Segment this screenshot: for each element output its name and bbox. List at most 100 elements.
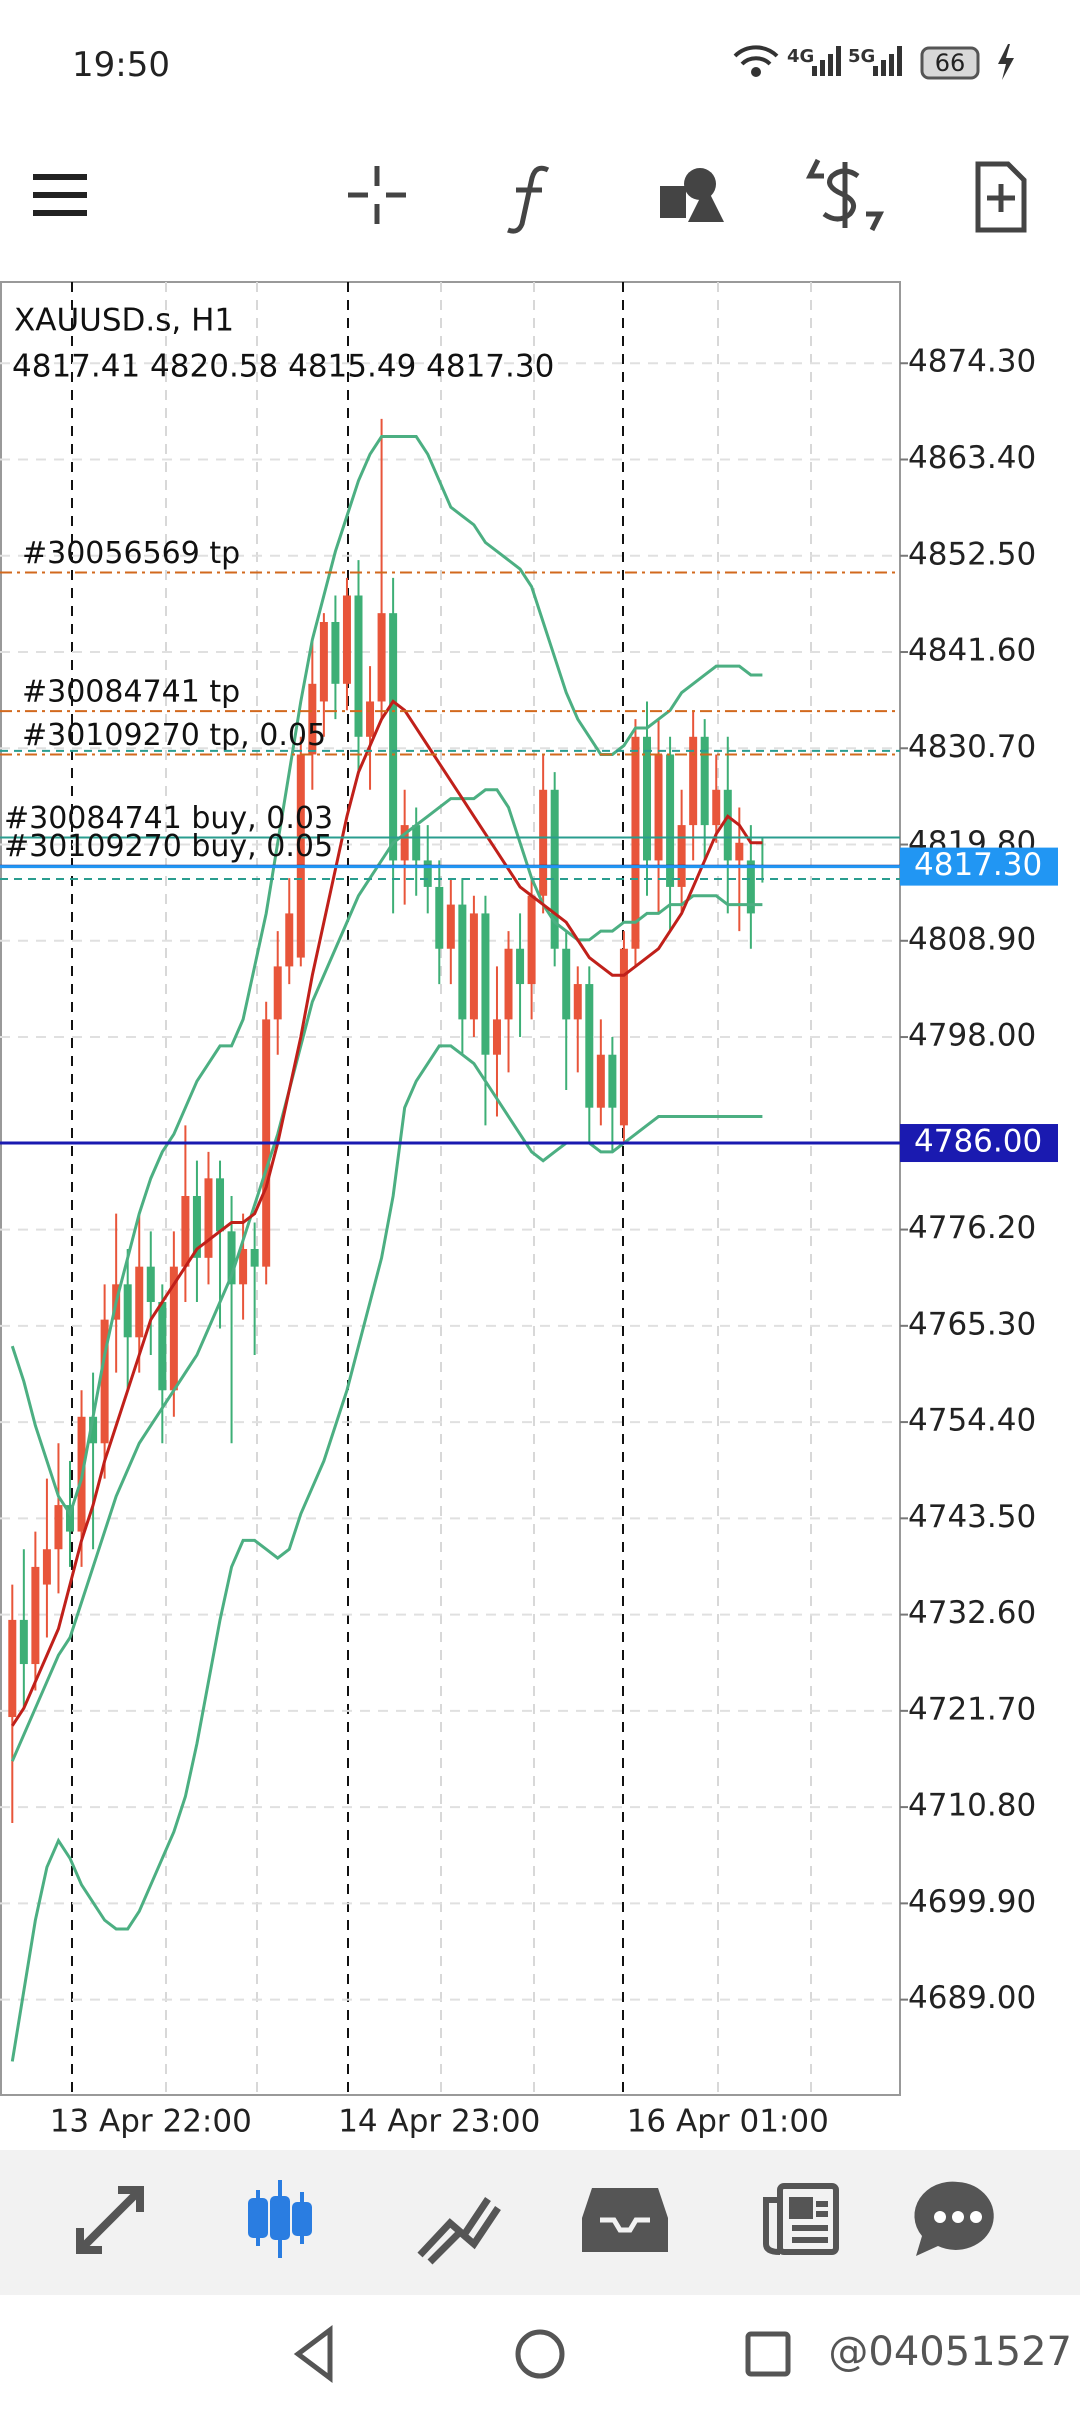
bottom-nav: [0, 2150, 1080, 2295]
candle-body: [608, 1054, 617, 1108]
candle-body: [539, 789, 548, 896]
clock: 19:50: [72, 45, 170, 85]
candle-body: [516, 948, 525, 985]
candle-body: [227, 1231, 236, 1285]
candle-body: [723, 789, 732, 861]
y-tick-label: 4830.70: [908, 729, 1036, 765]
signal-icon: [873, 46, 902, 76]
indicator-line: [11, 699, 763, 1727]
candle-body: [273, 966, 282, 1020]
candle-body: [666, 754, 675, 887]
candle-body: [181, 1196, 190, 1267]
candle-body: [643, 736, 651, 861]
candle-body: [8, 1619, 17, 1718]
new-order-button[interactable]: [975, 161, 1027, 233]
candle-body: [100, 1319, 109, 1444]
order-label: #30109270 buy, 0.05: [4, 829, 333, 864]
candle-body: [239, 1248, 248, 1285]
candle-body: [400, 825, 409, 861]
indicator-line: [10, 435, 763, 1518]
candle-body: [481, 913, 490, 1055]
y-tick-label: 4863.40: [908, 440, 1036, 476]
candle-body: [296, 754, 305, 958]
candle-body: [169, 1266, 178, 1391]
candle-body: [389, 613, 398, 861]
candle-body: [585, 984, 594, 1108]
home-button[interactable]: [515, 2329, 565, 2379]
candle-body: [446, 904, 455, 949]
vertical-grid: [165, 282, 812, 2095]
candle-body: [192, 1196, 201, 1258]
news-tab[interactable]: [763, 2183, 839, 2255]
battery-icon: [920, 46, 980, 80]
y-tick-label: 4732.60: [908, 1595, 1036, 1631]
candle-body: [285, 913, 294, 967]
x-tick-label: 14 Apr 23:00: [338, 2104, 540, 2140]
battery-level: 66: [935, 49, 966, 77]
y-tick-label: 4852.50: [908, 536, 1036, 572]
back-button[interactable]: [293, 2325, 333, 2383]
y-tick-label: 4721.70: [908, 1691, 1036, 1727]
candle-body: [54, 1505, 63, 1550]
candle-body: [42, 1549, 51, 1585]
y-tick-label: 4874.30: [908, 344, 1036, 380]
candle-body: [31, 1566, 40, 1665]
candle-body: [377, 613, 386, 702]
network-label: 4G: [787, 46, 814, 67]
indicator-line: [10, 788, 763, 1762]
y-tick-label: 4798.00: [908, 1018, 1036, 1054]
candle-body: [619, 948, 628, 1126]
candle-body: [89, 1416, 98, 1444]
y-tick-label: 4699.90: [908, 1884, 1036, 1920]
candle-body: [735, 842, 744, 861]
candle-body: [423, 860, 432, 887]
indicator-line: [10, 1044, 763, 2062]
price-tag: [900, 847, 1058, 886]
watermark: @04051527: [828, 2329, 1072, 2375]
candle-body: [354, 595, 363, 737]
history-tab[interactable]: [582, 2188, 668, 2252]
objects-button[interactable]: [660, 168, 724, 222]
crosshair-button[interactable]: [348, 166, 406, 224]
plot-layer: 4874.304863.404852.504841.604830.704819.…: [0, 344, 1058, 2140]
symbol-label: XAUUSD.s, H1: [14, 303, 234, 339]
candle-body: [123, 1284, 132, 1338]
candle-body: [319, 621, 328, 702]
candle-body: [469, 913, 478, 1020]
price-tag: [900, 1124, 1058, 1163]
candle-body: [366, 701, 375, 737]
y-tick-label: 4776.20: [908, 1210, 1036, 1246]
candle-body: [250, 1248, 259, 1267]
network-label: 5G: [848, 46, 875, 67]
candle-body: [19, 1619, 28, 1665]
charging-icon: [998, 44, 1014, 80]
candle-body: [331, 621, 340, 684]
period-separators: [71, 282, 624, 2095]
y-tick-label: 4841.60: [908, 633, 1036, 669]
trade-tab[interactable]: [417, 2197, 501, 2265]
candle-body: [146, 1266, 155, 1302]
order-label: #30084741 tp: [22, 675, 240, 710]
trade-button[interactable]: [805, 158, 885, 232]
chart-tab[interactable]: [248, 2180, 312, 2258]
candle-body: [689, 736, 698, 826]
recents-button[interactable]: [745, 2331, 791, 2377]
candle-body: [504, 948, 513, 1020]
price-tag-label: 4786.00: [914, 1124, 1042, 1160]
menu-button[interactable]: [33, 174, 87, 216]
candle-body: [527, 895, 536, 985]
candle-body: [308, 683, 317, 755]
order-label: #30084741 buy, 0.03: [4, 801, 333, 836]
order-label: #30109270 tp, 0.05: [22, 718, 326, 753]
y-tick-label: 4710.80: [908, 1788, 1036, 1824]
indicators-button[interactable]: [507, 165, 550, 234]
candle-body: [631, 736, 640, 949]
chat-tab[interactable]: [914, 2181, 994, 2256]
x-tick-label: 16 Apr 01:00: [627, 2104, 829, 2140]
quotes-tab[interactable]: [76, 2186, 144, 2254]
y-tick-label: 4689.00: [908, 1980, 1036, 2016]
candle-body: [596, 1054, 605, 1108]
y-tick-label: 4743.50: [908, 1499, 1036, 1535]
